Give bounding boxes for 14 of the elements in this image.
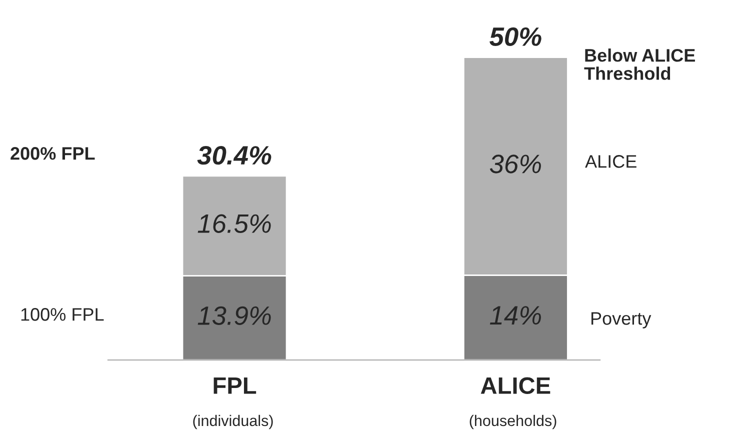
text: (households) <box>470 414 556 430</box>
total-label: 30.4% <box>197 146 272 165</box>
data-label: 13.9% <box>198 306 271 326</box>
annotation: ALICE <box>585 155 636 168</box>
data-label: 16.5% <box>198 214 271 233</box>
x-tick-label: FPL <box>214 378 256 394</box>
annotation: Poverty <box>591 312 652 328</box>
data-label: 36% <box>490 154 541 174</box>
data-label: 14% <box>490 306 541 325</box>
annotation: Below ALICE Threshold <box>584 48 695 80</box>
text: (individuals) <box>193 414 273 430</box>
text: 100% FPL <box>21 308 104 321</box>
text: 200% FPL <box>10 147 95 160</box>
total-label: 50% <box>490 27 542 46</box>
